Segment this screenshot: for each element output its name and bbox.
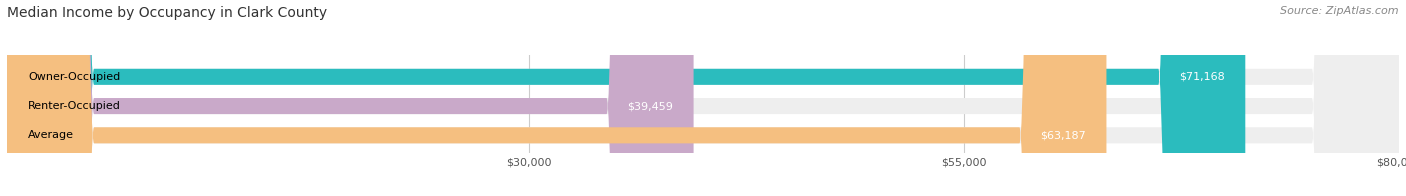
Text: Source: ZipAtlas.com: Source: ZipAtlas.com [1281, 6, 1399, 16]
FancyBboxPatch shape [7, 0, 693, 196]
Text: Owner-Occupied: Owner-Occupied [28, 72, 120, 82]
Text: $63,187: $63,187 [1040, 130, 1085, 140]
Text: $71,168: $71,168 [1178, 72, 1225, 82]
FancyBboxPatch shape [7, 0, 1399, 196]
FancyBboxPatch shape [7, 0, 1246, 196]
Text: Renter-Occupied: Renter-Occupied [28, 101, 121, 111]
Text: Median Income by Occupancy in Clark County: Median Income by Occupancy in Clark Coun… [7, 6, 328, 20]
FancyBboxPatch shape [7, 0, 1399, 196]
Text: $39,459: $39,459 [627, 101, 672, 111]
FancyBboxPatch shape [7, 0, 1399, 196]
FancyBboxPatch shape [7, 0, 1107, 196]
Text: Average: Average [28, 130, 75, 140]
